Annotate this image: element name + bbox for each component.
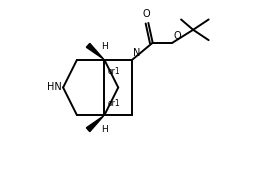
Text: H: H	[101, 42, 108, 51]
Text: H: H	[101, 125, 108, 134]
Polygon shape	[86, 116, 103, 132]
Text: or1: or1	[108, 99, 120, 108]
Text: or1: or1	[108, 67, 120, 76]
Text: HN: HN	[47, 82, 62, 93]
Text: O: O	[143, 9, 150, 19]
Polygon shape	[86, 43, 103, 59]
Text: N: N	[133, 48, 140, 58]
Text: O: O	[173, 31, 181, 41]
